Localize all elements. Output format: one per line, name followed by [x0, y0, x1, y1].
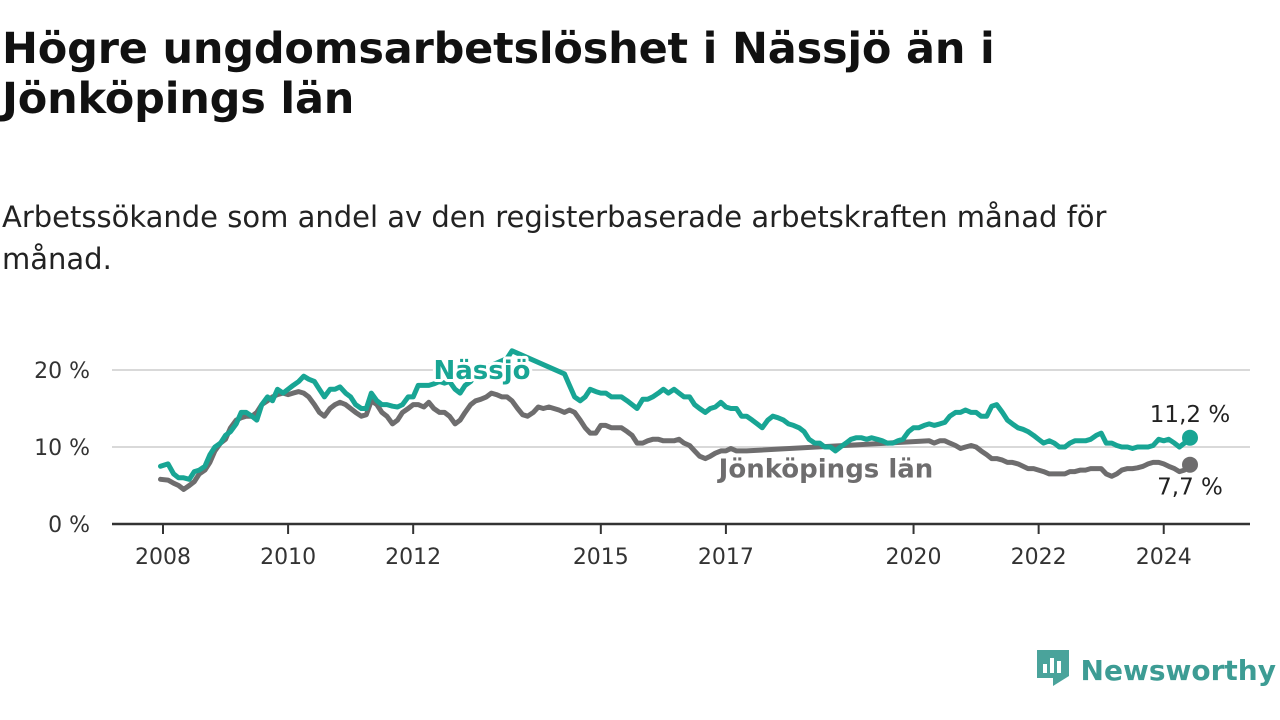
series-line-nassjo	[158, 348, 1193, 482]
x-tick-label: 2022	[1011, 545, 1067, 570]
end-value-label-nassjo: 11,2 %	[1150, 402, 1230, 428]
y-tick-label: 0 %	[48, 513, 90, 538]
series-line-jonkopings-lan	[158, 389, 1193, 492]
x-axis-ticks: 2008 2010 2012 2015 2017 2020 2022 2024	[135, 524, 1192, 570]
gridlines	[112, 369, 1250, 448]
newsworthy-logo-icon	[1035, 648, 1071, 692]
series-label-nassjo: Nässjö	[433, 356, 530, 386]
chart-subtitle: Arbetssökande som andel av den registerb…	[2, 200, 1107, 276]
brand-name: Newsworthy	[1080, 653, 1276, 687]
series-label-jonkopings-lan: Jönköpings län	[717, 455, 934, 485]
x-tick-label: 2024	[1136, 545, 1192, 570]
y-axis-ticks: 0 % 10 % 20 %	[34, 359, 90, 538]
end-point-jonkopings-lan	[1182, 456, 1198, 473]
line-chart: 0 % 10 % 20 % 2008 2010 2012 2015 2017 2020 2022…	[34, 348, 1250, 570]
x-tick-label: 2012	[385, 545, 441, 570]
end-point-nassjo	[1182, 429, 1198, 446]
chart-title: Högre ungdomsarbetslöshet i Nässjö än i …	[2, 24, 995, 124]
end-value-label-jonkopings-lan: 7,7 %	[1157, 475, 1223, 501]
x-tick-label: 2017	[698, 545, 754, 570]
y-tick-label: 20 %	[34, 359, 90, 384]
series-lines	[158, 348, 1193, 492]
x-tick-label: 2010	[260, 545, 316, 570]
newsworthy-brand: Newsworthy	[1035, 648, 1276, 692]
x-tick-label: 2015	[573, 545, 629, 570]
x-tick-label: 2020	[886, 545, 942, 570]
x-tick-label: 2008	[135, 545, 191, 570]
y-tick-label: 10 %	[34, 436, 90, 461]
